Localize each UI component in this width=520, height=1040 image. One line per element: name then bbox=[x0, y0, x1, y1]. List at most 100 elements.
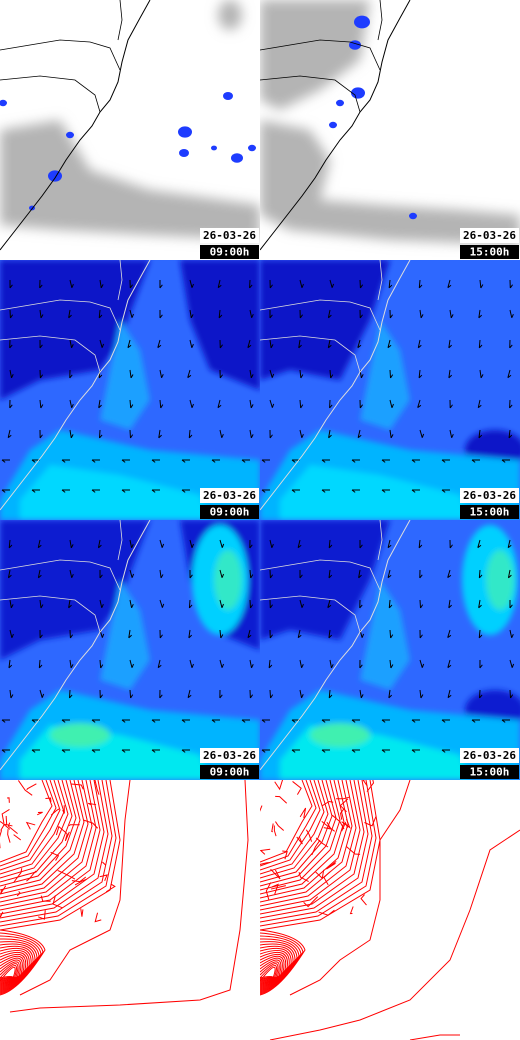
wind-arrow bbox=[9, 399, 13, 409]
wind-arrow bbox=[471, 459, 480, 463]
wind-arrow bbox=[31, 749, 40, 753]
wind-arrow bbox=[159, 369, 164, 379]
wind-arrow bbox=[328, 569, 333, 579]
contour-line bbox=[45, 797, 52, 802]
contour-line bbox=[349, 906, 354, 915]
precip-cell bbox=[336, 99, 344, 107]
contour-line bbox=[0, 966, 16, 985]
precip-cell bbox=[66, 131, 74, 139]
contour-line bbox=[260, 780, 321, 871]
contour-line bbox=[7, 797, 10, 803]
wind-arrow bbox=[478, 599, 482, 609]
wind-arrow bbox=[357, 429, 362, 439]
contour-line bbox=[40, 895, 51, 902]
wind-arrow bbox=[1, 749, 10, 753]
wind-arrow bbox=[269, 429, 273, 439]
wind-arrow bbox=[121, 489, 130, 493]
wind-arrow bbox=[189, 339, 194, 348]
border bbox=[260, 520, 383, 633]
wind-arrow bbox=[181, 459, 190, 463]
contour-line bbox=[0, 959, 22, 983]
wind-arrow bbox=[297, 629, 302, 639]
wind-arrow bbox=[189, 659, 194, 668]
wind-arrow bbox=[121, 459, 130, 463]
contour-line bbox=[323, 871, 331, 886]
wind-arrow bbox=[211, 459, 220, 463]
date-label: 26-03-26 bbox=[463, 749, 516, 762]
wind-arrow bbox=[448, 369, 453, 379]
map-panel: 26-03-26 09:00h bbox=[0, 0, 260, 260]
wind-arrow bbox=[159, 599, 165, 608]
wind-arrow bbox=[69, 429, 74, 439]
contour-line bbox=[298, 871, 309, 883]
wind-arrow bbox=[509, 599, 513, 609]
time-label-box bbox=[200, 765, 259, 779]
contour-line bbox=[260, 959, 282, 983]
contour-line bbox=[0, 780, 81, 891]
wind-arrow bbox=[9, 629, 14, 638]
wind-arrow bbox=[249, 399, 254, 409]
wind-arrow bbox=[418, 279, 423, 289]
wind-arrow bbox=[329, 399, 333, 409]
coastline bbox=[0, 0, 151, 251]
contour-line bbox=[341, 821, 349, 832]
wind-arrow bbox=[508, 429, 513, 439]
wind-arrow bbox=[389, 629, 394, 639]
time-label-box bbox=[460, 765, 519, 779]
wind-arrow bbox=[261, 719, 270, 723]
contour-line bbox=[270, 885, 286, 890]
contour-line bbox=[0, 953, 27, 986]
wind-arrow bbox=[381, 459, 390, 463]
wind-arrow bbox=[31, 489, 40, 493]
contour-line bbox=[260, 780, 357, 907]
contour-line bbox=[9, 780, 249, 1013]
contour-line bbox=[36, 811, 43, 816]
wind-arrow bbox=[9, 369, 14, 379]
wind-arrow bbox=[9, 339, 13, 349]
date-label: 26-03-26 bbox=[203, 749, 256, 762]
wind-arrow bbox=[447, 659, 452, 669]
precip-cell bbox=[223, 92, 233, 100]
contour-line bbox=[0, 941, 38, 992]
wind-arrow bbox=[151, 489, 160, 493]
wind-zone bbox=[0, 260, 150, 400]
coastline bbox=[260, 520, 411, 771]
wind-arrow bbox=[291, 489, 300, 493]
contour-line bbox=[0, 938, 40, 993]
contour-line bbox=[0, 780, 101, 911]
contour-line bbox=[315, 869, 325, 880]
wind-arrow bbox=[359, 399, 363, 409]
map-panel bbox=[260, 780, 520, 1040]
map-panel bbox=[0, 780, 260, 1040]
wind-arrow bbox=[327, 339, 332, 349]
contour-line bbox=[52, 895, 63, 909]
wind-arrow bbox=[187, 689, 192, 699]
contour-line bbox=[1, 809, 10, 824]
wind-arrow bbox=[387, 539, 392, 549]
contour-line bbox=[102, 861, 107, 866]
contour-line bbox=[0, 780, 113, 923]
wind-arrow bbox=[478, 429, 483, 439]
wind-arrow bbox=[261, 489, 270, 493]
wind-arrow bbox=[299, 689, 304, 699]
wind-arrow bbox=[7, 429, 12, 439]
wind-arrow bbox=[419, 309, 424, 319]
wind-arrow bbox=[447, 279, 452, 289]
wind-arrow bbox=[479, 279, 484, 289]
wind-arrow bbox=[269, 629, 273, 639]
wind-arrow bbox=[69, 369, 73, 379]
wind-arrow bbox=[249, 569, 254, 579]
wind-arrow bbox=[37, 569, 42, 579]
wind-arrow bbox=[129, 599, 134, 609]
wind-arrow bbox=[151, 719, 160, 723]
wind-arrow bbox=[449, 399, 453, 409]
contour-line bbox=[105, 883, 116, 893]
wind-arrow bbox=[159, 399, 164, 409]
wind-arrow bbox=[217, 279, 222, 289]
wind-arrow bbox=[389, 429, 394, 439]
precip-cell bbox=[351, 87, 365, 99]
contour-line bbox=[0, 951, 28, 987]
wind-arrow bbox=[419, 689, 424, 699]
contour-line bbox=[83, 819, 99, 829]
time-label: 09:00h bbox=[210, 766, 250, 779]
